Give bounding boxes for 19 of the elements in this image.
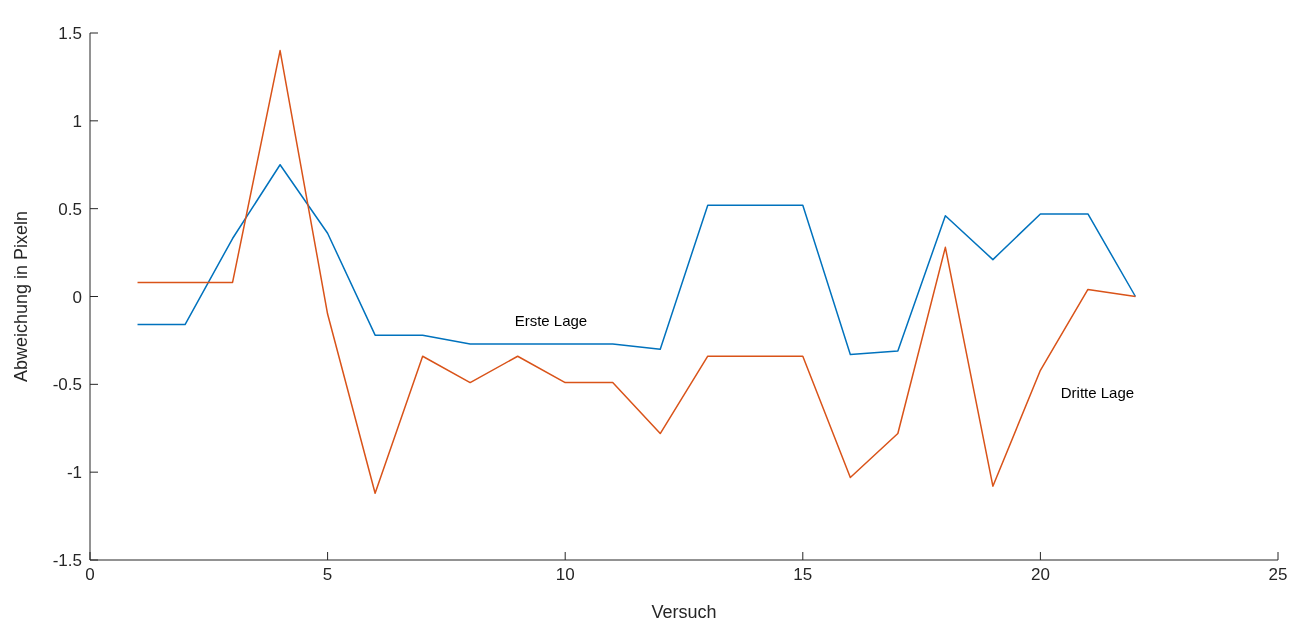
y-tick-label: 1.5 — [58, 24, 82, 43]
x-tick-label: 25 — [1268, 565, 1288, 584]
y-tick-label: 1 — [72, 111, 82, 131]
x-tick-label: 5 — [322, 565, 333, 584]
y-tick-label: -1 — [66, 463, 82, 483]
line-series — [136, 49, 1137, 494]
y-tick-label: 0 — [72, 287, 82, 307]
y-tick-label: -1.5 — [52, 551, 82, 570]
x-axis-title: Versuch — [651, 602, 717, 622]
y-tick-label: -0.5 — [52, 375, 82, 395]
x-tick-label: 0 — [85, 565, 95, 584]
x-tick-label: 15 — [793, 565, 813, 584]
series-label: Dritte Lage — [1060, 384, 1135, 402]
y-tick-label: 0.5 — [58, 199, 82, 219]
line-series — [136, 164, 1137, 356]
y-axis-title: Abweichung in Pixeln — [11, 210, 31, 383]
x-tick-label: 20 — [1030, 565, 1050, 584]
x-tick-label: 10 — [555, 565, 575, 584]
series-label: Erste Lage — [514, 312, 588, 330]
